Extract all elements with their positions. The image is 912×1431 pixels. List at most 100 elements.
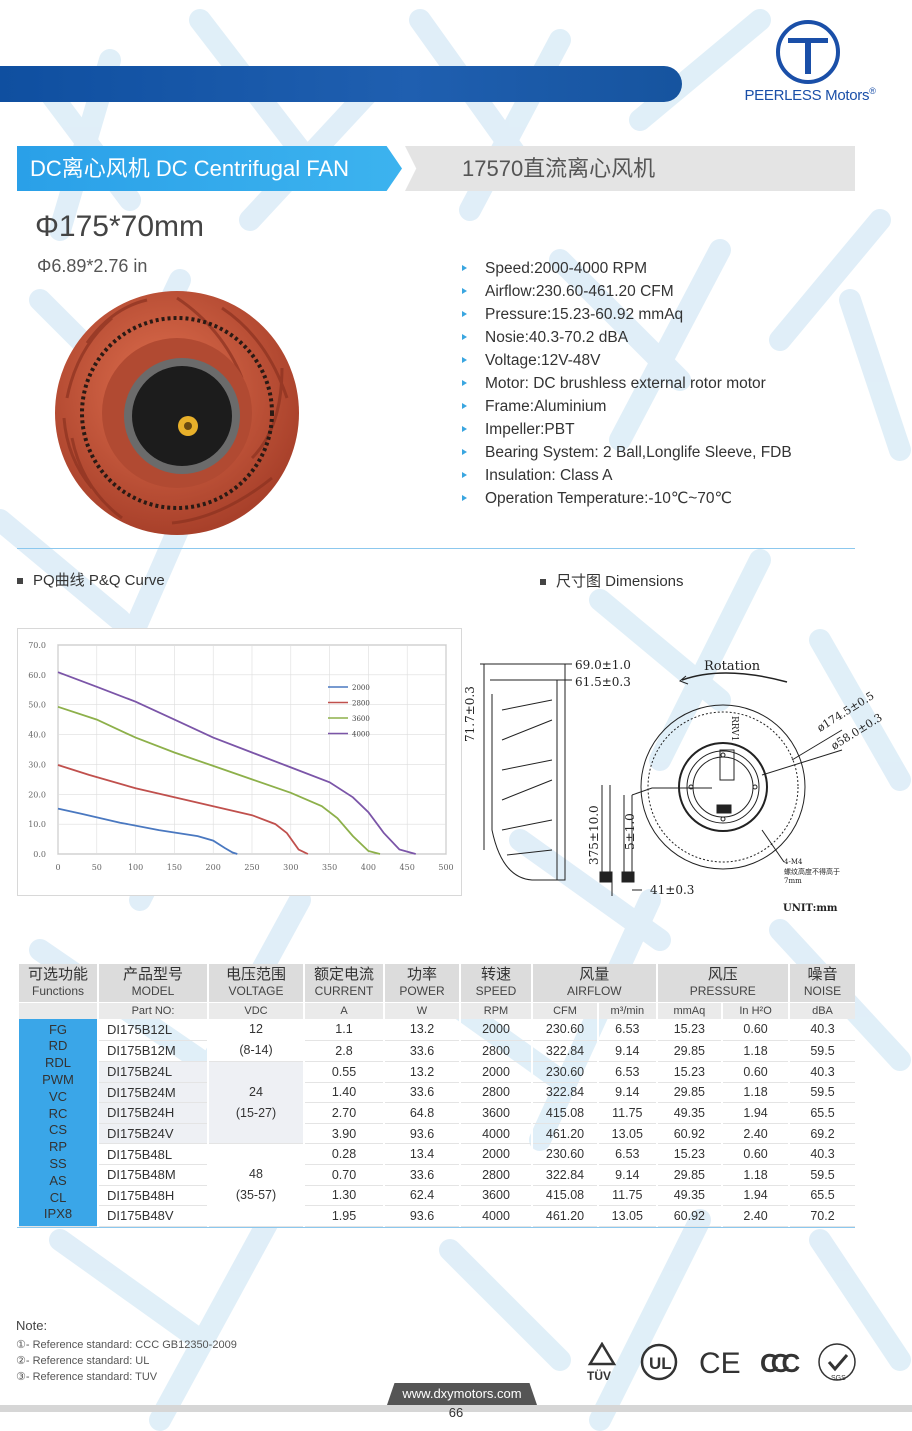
col-noise: 噪音 NOISE (788, 964, 855, 1002)
series-line-2800 (57, 764, 309, 855)
table-cell: 1.30 (303, 1185, 384, 1207)
y-tick-label: 30.0 (28, 760, 46, 769)
table-cell: 11.75 (597, 1185, 657, 1207)
product-model-title: 17570直流离心风机 (405, 146, 855, 191)
note-item: ③- Reference standard: TUV (16, 1371, 158, 1383)
screw-note-depth: 7mm (784, 877, 802, 885)
legend-label: 2800 (352, 700, 370, 708)
table-cell: 29.85 (655, 1040, 723, 1063)
voltage-range: (15-27) (235, 1105, 277, 1120)
table-cell: 15.23 (655, 1143, 723, 1165)
unit-cfm: CFM (530, 1001, 599, 1019)
function-item: FG (48, 1021, 68, 1037)
table-cell: 49.35 (655, 1185, 723, 1207)
header-band (0, 66, 682, 102)
unit-label: UNIT:mm (783, 903, 838, 914)
table-cell: 461.20 (530, 1205, 599, 1227)
spec-airflow: Airflow:230.60-461.20 CFM (462, 280, 792, 303)
table-cell: 2000 (459, 1061, 532, 1083)
voltage-nominal: 24 (249, 1084, 263, 1099)
table-cell: 40.3 (788, 1019, 855, 1041)
table-cell: 3600 (459, 1102, 532, 1124)
y-tick-label: 50.0 (28, 701, 46, 710)
function-item: PWM (42, 1071, 74, 1087)
table-cell: 93.6 (383, 1123, 460, 1145)
table-cell: 6.53 (597, 1143, 657, 1165)
dimensions-section-heading: 尺寸图 Dimensions (540, 570, 684, 591)
table-cell: 70.2 (788, 1205, 855, 1227)
notes: Note: ①- Reference standard: CCC GB12350… (16, 1318, 237, 1386)
col-functions: 可选功能 Functions (17, 964, 98, 1002)
table-cell: 60.92 (655, 1123, 723, 1145)
screw-spec: 4-M4 (784, 858, 803, 866)
function-item: AS (49, 1172, 67, 1188)
part-number: DI175B48L (97, 1143, 208, 1165)
website-link[interactable]: www.dxymotors.com (387, 1383, 537, 1405)
voltage-group: 12 (8-14) (207, 1019, 304, 1062)
series-line-3600 (57, 705, 381, 855)
table-cell: 29.85 (655, 1164, 723, 1186)
table-cell: 49.35 (655, 1102, 723, 1124)
table-row: DI175B48L 48 (35-57) 0.28 13.4 2000 230.60 6.53… (18, 1143, 855, 1227)
svg-text:CCC: CCC (760, 1348, 801, 1378)
footer-rule (0, 1405, 912, 1412)
x-tick-label: 200 (206, 863, 221, 872)
spec-noise: Nosie:40.3-70.2 dBA (462, 326, 792, 349)
table-cell: 1.18 (721, 1164, 789, 1186)
function-item: SS (49, 1155, 67, 1171)
unit-a: A (303, 1001, 384, 1019)
x-tick-label: 350 (322, 863, 337, 872)
side-view (480, 663, 572, 881)
col-current: 额定电流 CURRENT (303, 964, 384, 1002)
table-cell: 15.23 (655, 1061, 723, 1083)
svg-text:SGS: SGS (831, 1375, 846, 1382)
y-tick-label: 70.0 (28, 641, 46, 650)
page-number: 66 (448, 1405, 464, 1420)
product-category-title: DC离心风机 DC Centrifugal FAN (17, 146, 402, 191)
table-row: DI175B24L 24 (15-27) 0.55 13.2 2000 230.60 6.53… (18, 1061, 855, 1145)
table-cell: 93.6 (383, 1205, 460, 1227)
unit-inh2o: In H²O (721, 1001, 789, 1019)
brand-logo: PEERLESS Motors® (735, 18, 885, 108)
table-cell: 2.40 (721, 1205, 789, 1227)
function-item: CL (49, 1189, 67, 1205)
series-line-4000 (57, 671, 416, 855)
part-number: DI175B24H (97, 1102, 208, 1124)
table-cell: 1.95 (303, 1205, 384, 1227)
part-number: DI175B24M (97, 1082, 208, 1104)
table-cell: 6.53 (597, 1019, 657, 1041)
table-row: DI175B48M 0.70 33.6 2800 322.84 9.14 29.85 1.18… (18, 1164, 855, 1186)
table-row: DI175B12M 2.8 33.6 2800 322.84 9.14 29.85 1.18 5… (18, 1040, 855, 1063)
screw-note: 螺纹高度不得高于 (784, 867, 840, 876)
dimension-drawing: 69.0±1.0 61.5±0.3 71.7±0.3 375±10.0 5±1.… (462, 650, 892, 920)
x-tick-label: 400 (361, 863, 376, 872)
table-cell: 2.70 (303, 1102, 384, 1124)
table-cell: 6.53 (597, 1061, 657, 1083)
voltage-range: (8-14) (239, 1043, 273, 1057)
x-tick-label: 0 (55, 863, 60, 872)
table-cell: 0.70 (303, 1164, 384, 1186)
dim-offset: 41±0.3 (650, 883, 694, 897)
ccc-icon: CCC (760, 1348, 809, 1378)
table-cell: 0.28 (303, 1143, 384, 1165)
table-cell: 9.14 (597, 1040, 657, 1063)
x-tick-label: 500 (438, 863, 453, 872)
table-cell: 415.08 (530, 1102, 599, 1124)
table-cell: 11.75 (597, 1102, 657, 1124)
voltage-group: 48 (35-57) (207, 1143, 304, 1227)
col-speed: 转速 SPEED (459, 964, 532, 1002)
pq-chart-svg: 0 50 100 150 200 250 300 350 400 450 500 0.0 10.0 20.… (28, 641, 453, 872)
table-cell: 65.5 (788, 1185, 855, 1207)
col-power: 功率 POWER (383, 964, 460, 1002)
part-number: DI175B12L (97, 1019, 208, 1041)
table-cell: 0.60 (721, 1019, 789, 1041)
notes-title: Note: (16, 1318, 48, 1333)
table-cell: 4000 (459, 1205, 532, 1227)
note-item: ②- Reference standard: UL (16, 1355, 150, 1367)
table-cell: 40.3 (788, 1143, 855, 1165)
col-voltage: 电压范围 VOLTAGE (207, 964, 304, 1002)
table-cell: 65.5 (788, 1102, 855, 1124)
tuv-icon: TÜV (587, 1342, 617, 1383)
col-model: 产品型号 MODEL (97, 964, 208, 1002)
table-cell: 2800 (459, 1164, 532, 1186)
